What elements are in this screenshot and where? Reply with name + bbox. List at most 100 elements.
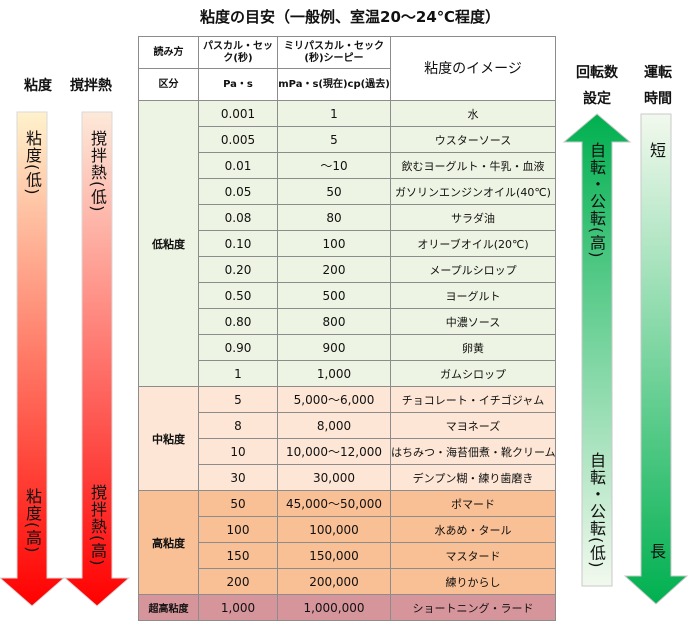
mpa-value-cell: 150,000 [277, 542, 391, 569]
table-row: 中粘度 5 5,000～6,000 チョコレート・イチゴジャム [138, 386, 556, 491]
mpa-value-cell: 100 [277, 230, 391, 257]
pa-reading-cell: パスカル・セック(秒) [198, 36, 278, 69]
example-cell: チョコレート・イチゴジャム [390, 386, 556, 413]
table-row: 150 150,000 マスタード [138, 542, 556, 569]
table-row: 8 8,000 マヨネーズ [138, 412, 556, 439]
table-row: 200 200,000 練りからし [138, 568, 556, 595]
rotation-up-arrow [562, 113, 632, 587]
mpa-value-cell: 900 [277, 334, 391, 361]
example-cell: マスタード [390, 542, 556, 569]
rotation-low-label: 自転・公転(低) [587, 452, 606, 569]
pa-unit-cell: Pa・s [198, 68, 278, 101]
table-row: 0.90 900 卵黄 [138, 334, 556, 361]
mpa-value-cell: 1,000 [277, 360, 391, 387]
pa-value-cell: 5 [198, 386, 278, 413]
runtime-header-line1: 運転 [644, 65, 672, 81]
category-label-cell: 区分 [138, 68, 199, 101]
table-row: 0.01 ～10 飲むヨーグルト・牛乳・血液 [138, 152, 556, 179]
mpa-value-cell: ～10 [277, 152, 391, 179]
pa-value-cell: 10 [198, 438, 278, 465]
example-cell: 卵黄 [390, 334, 556, 361]
example-cell: デンプン糊・練り歯磨き [390, 464, 556, 491]
header-row-unit: 区分 Pa・s mPa・s(現在)cp(過去) [138, 68, 556, 101]
mpa-reading-cell: ミリパスカル・セック(秒)シーピー [277, 36, 391, 69]
example-cell: サラダ油 [390, 204, 556, 231]
pa-value-cell: 0.08 [198, 204, 278, 231]
pa-value-cell: 1 [198, 360, 278, 387]
table-row: 0.20 200 メープルシロップ [138, 256, 556, 283]
pa-value-cell: 0.50 [198, 282, 278, 309]
mpa-value-cell: 5 [277, 126, 391, 153]
reading-label-cell: 読み方 [138, 36, 199, 69]
rotation-header-line1: 回転数 [576, 65, 618, 81]
example-cell: 水 [390, 100, 556, 127]
image-label-cell: 粘度のイメージ [390, 36, 556, 101]
example-cell: メープルシロップ [390, 256, 556, 283]
viscosity-header: 粘度 [24, 78, 52, 94]
rotation-high-label: 自転・公転(高) [587, 142, 606, 259]
category-cell: 高粘度 [138, 490, 199, 595]
heat-low-label: 撹拌熱(低) [88, 130, 107, 213]
table-row: 0.80 800 中濃ソース [138, 308, 556, 335]
example-cell: マヨネーズ [390, 412, 556, 439]
category-cell: 中粘度 [138, 386, 199, 491]
heat-down-arrow [63, 111, 131, 607]
example-cell: 中濃ソース [390, 308, 556, 335]
category-cell: 超高粘度 [138, 594, 199, 621]
rotation-header: 回転数 設定 [566, 60, 628, 112]
table-row: 0.10 100 オリーブオイル(20℃) [138, 230, 556, 257]
mpa-unit-cell: mPa・s(現在)cp(過去) [277, 68, 391, 101]
pa-value-cell: 0.01 [198, 152, 278, 179]
viscosity-high-label: 粘度(高) [23, 488, 42, 554]
mpa-value-cell: 50 [277, 178, 391, 205]
mpa-value-cell: 500 [277, 282, 391, 309]
pa-value-cell: 0.05 [198, 178, 278, 205]
table-row: 100 100,000 水あめ・タール [138, 516, 556, 543]
table-row: 0.05 50 ガソリンエンジンオイル(40℃) [138, 178, 556, 205]
table-row: 0.005 5 ウスターソース [138, 126, 556, 153]
pa-value-cell: 30 [198, 464, 278, 491]
mpa-value-cell: 10,000～12,000 [277, 438, 391, 465]
rotation-header-line2: 設定 [583, 91, 611, 107]
runtime-short-label: 短 [647, 142, 666, 159]
mpa-value-cell: 800 [277, 308, 391, 335]
heat-header: 撹拌熱 [70, 78, 112, 94]
table-row: 10 10,000～12,000 はちみつ・海苔佃煮・靴クリーム [138, 438, 556, 465]
table-row: 低粘度 0.001 1 水 [138, 100, 556, 387]
pa-value-cell: 150 [198, 542, 278, 569]
mpa-value-cell: 45,000～50,000 [277, 490, 391, 517]
example-cell: ガムシロップ [390, 360, 556, 387]
runtime-long-label: 長 [647, 543, 666, 560]
mpa-value-cell: 30,000 [277, 464, 391, 491]
viscosity-table-body: 読み方 パスカル・セック(秒) ミリパスカル・セック(秒)シーピー 粘度のイメー… [138, 36, 556, 621]
pa-value-cell: 100 [198, 516, 278, 543]
page-title: 粘度の目安（一般例、室温20～24℃程度） [200, 8, 500, 26]
mpa-value-cell: 1 [277, 100, 391, 127]
mpa-value-cell: 200,000 [277, 568, 391, 595]
viscosity-down-arrow [0, 111, 66, 607]
table-row: 0.08 80 サラダ油 [138, 204, 556, 231]
pa-value-cell: 1,000 [198, 594, 278, 621]
pa-value-cell: 200 [198, 568, 278, 595]
category-cell: 低粘度 [138, 100, 199, 387]
example-cell: 飲むヨーグルト・牛乳・血液 [390, 152, 556, 179]
mpa-value-cell: 100,000 [277, 516, 391, 543]
pa-value-cell: 0.80 [198, 308, 278, 335]
runtime-header: 運転 時間 [632, 60, 684, 112]
runtime-header-line2: 時間 [644, 91, 672, 107]
mpa-value-cell: 5,000～6,000 [277, 386, 391, 413]
mpa-value-cell: 1,000,000 [277, 594, 391, 621]
pa-value-cell: 0.005 [198, 126, 278, 153]
example-cell: ショートニング・ラード [390, 594, 556, 621]
pa-value-cell: 8 [198, 412, 278, 439]
pa-value-cell: 0.20 [198, 256, 278, 283]
example-cell: 練りからし [390, 568, 556, 595]
table-row: 0.50 500 ヨーグルト [138, 282, 556, 309]
viscosity-table: 読み方 パスカル・セック(秒) ミリパスカル・セック(秒)シーピー 粘度のイメー… [138, 36, 556, 621]
pa-value-cell: 0.90 [198, 334, 278, 361]
pa-value-cell: 50 [198, 490, 278, 517]
example-cell: ガソリンエンジンオイル(40℃) [390, 178, 556, 205]
example-cell: ウスターソース [390, 126, 556, 153]
table-row: 高粘度 50 45,000～50,000 ポマード [138, 490, 556, 595]
